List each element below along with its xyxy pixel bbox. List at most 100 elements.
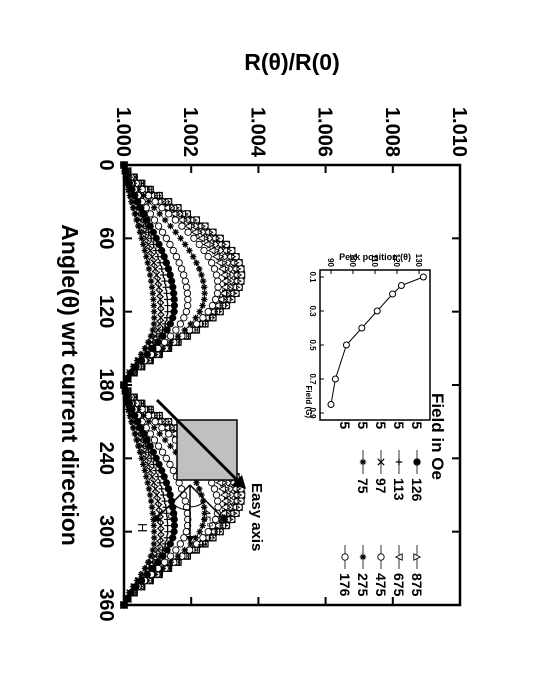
series-point (158, 204, 166, 212)
series-point (141, 247, 149, 254)
series-point (142, 454, 150, 462)
series-point (172, 326, 180, 334)
legend-label: 475 (373, 573, 389, 597)
series-point (199, 302, 206, 309)
series-point (178, 222, 186, 230)
legend-marker (359, 458, 367, 466)
series-point (156, 332, 163, 340)
series-point (166, 240, 174, 249)
legend-item: 113 (391, 450, 407, 501)
series-point (137, 210, 144, 218)
series-point (157, 314, 165, 322)
series-point (147, 235, 155, 242)
series-point (167, 222, 174, 230)
series-point (151, 198, 159, 206)
series-point (193, 259, 200, 266)
legend-label: 113 (391, 478, 407, 501)
series-point (207, 307, 216, 316)
series-point (150, 436, 159, 444)
legend-label: 126 (409, 478, 425, 502)
series-point (204, 253, 212, 261)
series-point (122, 174, 129, 181)
legend-marker (394, 553, 403, 561)
series-point (166, 332, 175, 340)
series-point (170, 295, 178, 304)
series-point (192, 534, 199, 541)
series-point (160, 473, 168, 481)
series-point (145, 265, 153, 273)
series-point (201, 296, 208, 303)
series-point (164, 522, 171, 529)
series-point (152, 247, 160, 254)
x-axis-label: Angle(θ) wrt current direction (57, 224, 83, 546)
series-point (193, 320, 201, 328)
series-point (151, 485, 159, 493)
series-point (151, 265, 159, 273)
series-point (133, 357, 141, 364)
series-point (136, 449, 144, 456)
series-point (157, 528, 165, 536)
series-point (167, 559, 174, 566)
legend-marker (413, 458, 421, 466)
legend-label: 176 (337, 573, 353, 597)
series-point (162, 234, 170, 242)
series-point (161, 277, 168, 285)
legend-title: Field in Oe (428, 393, 447, 480)
series-point (165, 210, 173, 218)
series-point (129, 363, 137, 370)
series-point (146, 491, 154, 499)
series-point (161, 423, 170, 432)
series-point (181, 241, 189, 248)
series-point (137, 571, 145, 578)
legend-item: 97 (373, 450, 389, 494)
series-point (177, 235, 184, 242)
series-point (152, 467, 160, 474)
series-point (172, 546, 180, 554)
series-point (171, 216, 180, 224)
series-point (215, 258, 224, 267)
series-point (214, 283, 222, 291)
series-point (192, 314, 199, 321)
series-point (156, 320, 164, 328)
series-point (198, 491, 205, 499)
series-point (182, 308, 190, 316)
inset-y-tick-label: 110 (370, 254, 379, 267)
series-point (167, 339, 174, 346)
series-point (135, 186, 142, 193)
series-point (138, 455, 145, 462)
legend-marker (395, 458, 403, 466)
legend-marker (359, 553, 367, 561)
series-point (172, 253, 181, 261)
series-point (145, 198, 152, 205)
series-point (150, 522, 158, 529)
y-tick-label: 1.008 (381, 107, 403, 157)
series-point (172, 449, 179, 456)
series-point (147, 455, 155, 462)
x-tick-label: 180 (95, 368, 117, 401)
series-point (214, 277, 222, 285)
legend-label: 675 (391, 573, 407, 597)
series-point (164, 302, 171, 309)
series-point (160, 271, 167, 279)
series-point (136, 216, 144, 224)
series-point (149, 290, 157, 297)
series-point (169, 314, 177, 322)
series-point (156, 295, 164, 304)
y-tick-label: 1.006 (314, 107, 336, 157)
legend-label: 75 (355, 478, 371, 494)
series-point (154, 546, 162, 554)
series-point (157, 301, 165, 310)
inset-point (389, 290, 397, 298)
series-point (158, 466, 166, 475)
series-point (150, 540, 158, 548)
series-point (212, 301, 221, 310)
angle-45-label: 450 (199, 509, 214, 527)
series-point (126, 369, 133, 376)
inset-point (397, 282, 405, 289)
series-point (151, 418, 159, 426)
easy-axis-diagram: Easy axis I H θ 450 (135, 398, 265, 551)
series-point (123, 400, 131, 407)
series-point (169, 289, 178, 297)
series-point (144, 339, 152, 346)
series-point (159, 565, 167, 572)
